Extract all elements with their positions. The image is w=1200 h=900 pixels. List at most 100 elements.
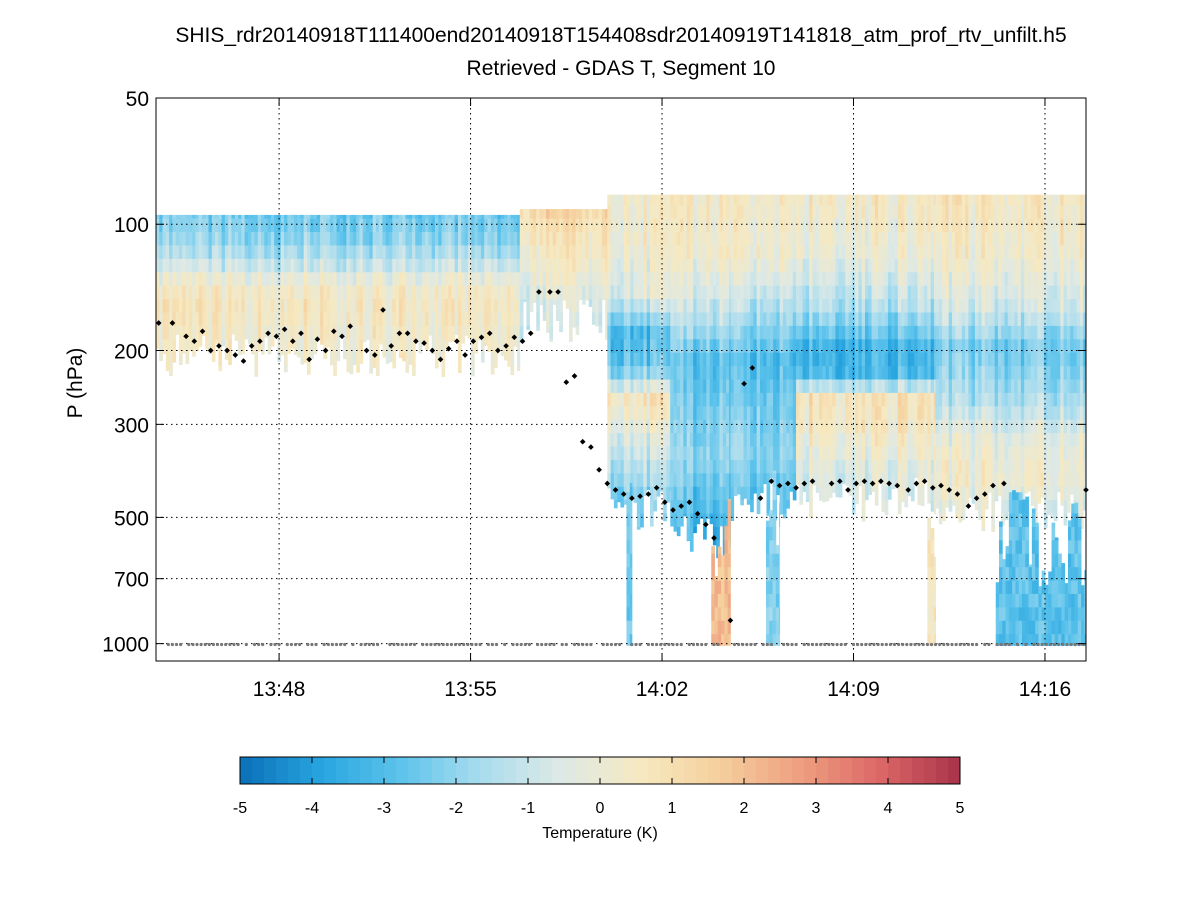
surface-marker bbox=[987, 642, 991, 647]
surface-marker bbox=[1024, 642, 1028, 647]
surface-marker bbox=[790, 642, 794, 647]
cloud-top-marker bbox=[511, 334, 518, 341]
cloud-top-marker bbox=[801, 480, 808, 487]
surface-marker bbox=[339, 642, 343, 647]
colorbar-swatch bbox=[576, 757, 589, 784]
colorbar-swatch bbox=[288, 757, 301, 784]
colorbar-tick-label: -2 bbox=[449, 800, 463, 817]
cloud-top-marker bbox=[519, 338, 526, 345]
surface-marker bbox=[293, 642, 298, 647]
surface-marker bbox=[712, 642, 716, 647]
cloud-top-marker bbox=[563, 379, 570, 386]
colorbar-ticks: -5 -4 -3 -2 -1 0 1 2 3 4 5 bbox=[233, 757, 965, 817]
surface-marker bbox=[1057, 642, 1061, 647]
surface-marker bbox=[925, 642, 930, 647]
colorbar-swatch bbox=[564, 757, 577, 784]
colorbar-swatch bbox=[624, 757, 637, 784]
y-tick-label: 300 bbox=[114, 414, 149, 437]
colorbar-swatch bbox=[792, 757, 805, 784]
surface-marker bbox=[408, 642, 412, 647]
cloud-top-marker bbox=[1001, 480, 1007, 487]
cloud-top-marker bbox=[905, 487, 912, 493]
surface-marker bbox=[494, 642, 499, 647]
colorbar-swatch bbox=[768, 757, 781, 784]
colorbar-swatch bbox=[360, 757, 373, 784]
surface-marker bbox=[663, 642, 667, 647]
colorbar-tick-label: 5 bbox=[956, 800, 965, 817]
cloud-top-marker bbox=[169, 320, 176, 326]
surface-marker bbox=[330, 642, 334, 647]
surface-marker bbox=[261, 642, 265, 647]
surface-marker bbox=[166, 642, 170, 647]
surface-marker bbox=[823, 642, 827, 647]
cloud-top-marker bbox=[437, 356, 444, 363]
cloud-top-marker bbox=[727, 617, 734, 624]
surface-marker bbox=[462, 642, 466, 647]
surface-markers bbox=[166, 642, 1085, 647]
surface-marker bbox=[786, 642, 790, 647]
y-tick-label: 200 bbox=[114, 340, 149, 363]
colorbar-swatch bbox=[300, 757, 313, 784]
surface-marker bbox=[802, 642, 806, 647]
surface-marker bbox=[220, 642, 224, 647]
surface-marker bbox=[995, 642, 999, 647]
cloud-top-marker bbox=[741, 380, 747, 387]
surface-marker bbox=[601, 642, 605, 647]
colorbar-swatch bbox=[312, 757, 325, 784]
colorbar-swatch bbox=[816, 757, 829, 784]
cloud-top-marker bbox=[207, 347, 214, 354]
colorbar-swatch bbox=[660, 757, 673, 784]
cloud-top-marker bbox=[886, 480, 892, 487]
surface-marker bbox=[1065, 642, 1069, 647]
colorbar-swatch bbox=[864, 757, 877, 784]
surface-marker bbox=[942, 642, 946, 647]
colorbar-tick-label: 0 bbox=[596, 800, 605, 817]
y-axis-ticks: 50 100 200 300 500 700 1000 bbox=[102, 88, 1086, 657]
surface-marker bbox=[1073, 642, 1077, 647]
surface-marker bbox=[810, 642, 815, 647]
cloud-top-marker bbox=[579, 438, 586, 445]
surface-marker bbox=[170, 642, 174, 647]
cloud-top-marker bbox=[503, 343, 509, 349]
colorbar-swatch bbox=[552, 757, 565, 784]
cloud-top-marker bbox=[629, 495, 635, 502]
surface-marker bbox=[938, 642, 942, 647]
colorbar-swatch bbox=[540, 757, 553, 784]
surface-marker bbox=[404, 642, 408, 647]
colorbar-swatch bbox=[948, 757, 961, 784]
surface-marker bbox=[856, 642, 860, 647]
surface-marker bbox=[687, 642, 692, 647]
surface-marker bbox=[884, 642, 888, 647]
surface-marker bbox=[523, 642, 527, 647]
surface-marker bbox=[737, 642, 741, 647]
cloud-top-marker bbox=[929, 484, 936, 491]
colorbar-swatch bbox=[276, 757, 289, 784]
colorbar-swatch bbox=[696, 757, 709, 784]
surface-marker bbox=[429, 642, 433, 647]
colorbar-swatch bbox=[528, 757, 541, 784]
cloud-top-marker bbox=[938, 482, 944, 489]
surface-marker bbox=[872, 642, 876, 647]
cloud-top-marker bbox=[224, 347, 230, 354]
surface-marker bbox=[441, 642, 445, 647]
chart-subtitle: Retrieved - GDAS T, Segment 10 bbox=[467, 57, 776, 80]
surface-marker bbox=[806, 642, 811, 647]
surface-marker bbox=[1052, 642, 1057, 647]
cloud-top-marker bbox=[981, 491, 988, 497]
surface-marker bbox=[277, 642, 281, 647]
temperature-difference-heatmap bbox=[156, 194, 1087, 646]
surface-marker bbox=[749, 642, 753, 647]
surface-marker bbox=[470, 642, 474, 647]
surface-marker bbox=[187, 642, 191, 647]
cloud-top-marker bbox=[527, 330, 534, 337]
surface-marker bbox=[371, 642, 376, 647]
surface-marker bbox=[486, 642, 490, 647]
cloud-top-marker bbox=[555, 289, 561, 295]
surface-marker bbox=[232, 642, 236, 647]
colorbar-swatch bbox=[912, 757, 925, 784]
surface-marker bbox=[511, 642, 515, 647]
surface-marker bbox=[827, 642, 831, 647]
surface-marker bbox=[421, 642, 425, 647]
surface-marker bbox=[581, 642, 585, 647]
